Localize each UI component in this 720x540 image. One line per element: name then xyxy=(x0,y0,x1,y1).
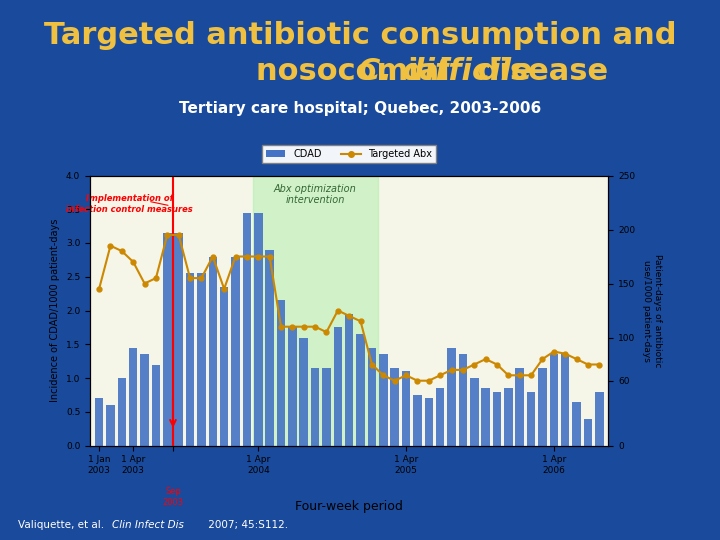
Bar xyxy=(197,273,206,446)
Bar xyxy=(504,388,513,446)
Bar xyxy=(527,392,536,446)
Bar xyxy=(447,348,456,445)
Bar xyxy=(379,354,387,446)
Bar xyxy=(140,354,149,446)
Bar xyxy=(300,338,308,446)
Bar xyxy=(209,256,217,446)
Text: Valiquette, et al.: Valiquette, et al. xyxy=(18,520,107,530)
Bar xyxy=(345,314,354,445)
Bar xyxy=(470,378,479,446)
X-axis label: Four-week period: Four-week period xyxy=(295,500,403,512)
Bar xyxy=(323,368,330,445)
Legend: CDAD, Targeted Abx: CDAD, Targeted Abx xyxy=(262,145,436,163)
Y-axis label: Incidence of CDAD/1000 patient-days: Incidence of CDAD/1000 patient-days xyxy=(50,219,60,402)
Bar xyxy=(152,364,160,445)
Bar xyxy=(129,348,138,445)
Bar xyxy=(288,327,297,446)
Y-axis label: Patient-days of antibiotic
use/1000 patient-days: Patient-days of antibiotic use/1000 pati… xyxy=(642,254,662,367)
Text: Implementation of
infection control measures: Implementation of infection control meas… xyxy=(66,194,193,214)
Bar xyxy=(266,249,274,446)
Text: disease: disease xyxy=(467,57,608,86)
Bar xyxy=(549,354,558,446)
Bar xyxy=(572,402,581,446)
Bar xyxy=(186,273,194,446)
Bar xyxy=(333,327,342,446)
Bar xyxy=(95,399,104,445)
Bar xyxy=(163,233,171,446)
Bar xyxy=(413,395,422,446)
Bar xyxy=(584,418,592,445)
Text: Targeted antibiotic consumption and: Targeted antibiotic consumption and xyxy=(44,21,676,50)
Bar xyxy=(482,388,490,446)
Bar xyxy=(243,213,251,446)
Bar xyxy=(174,233,183,446)
Bar xyxy=(107,405,114,446)
Bar xyxy=(117,378,126,446)
Text: C. difficile: C. difficile xyxy=(358,57,531,86)
Bar xyxy=(402,372,410,446)
Bar xyxy=(459,354,467,446)
Bar xyxy=(311,368,320,445)
Bar xyxy=(425,399,433,445)
Bar xyxy=(356,334,365,446)
Text: nosocomial: nosocomial xyxy=(256,57,460,86)
Bar xyxy=(492,392,501,446)
Bar xyxy=(220,287,228,446)
Bar xyxy=(561,354,570,446)
Text: 2007; 45:S112.: 2007; 45:S112. xyxy=(205,520,288,530)
Bar xyxy=(368,348,376,445)
Bar xyxy=(231,256,240,446)
Text: Abx optimization
intervention: Abx optimization intervention xyxy=(274,184,356,205)
Text: Clin Infect Dis: Clin Infect Dis xyxy=(112,520,184,530)
Text: Sep
2003: Sep 2003 xyxy=(163,487,184,507)
Bar xyxy=(595,392,603,446)
Bar xyxy=(539,368,546,445)
Bar xyxy=(390,368,399,445)
Bar xyxy=(253,176,377,445)
Bar xyxy=(516,368,524,445)
Text: Tertiary care hospital; Quebec, 2003-2006: Tertiary care hospital; Quebec, 2003-200… xyxy=(179,100,541,116)
Bar xyxy=(276,300,285,446)
Bar xyxy=(254,213,263,446)
Bar xyxy=(436,388,444,446)
